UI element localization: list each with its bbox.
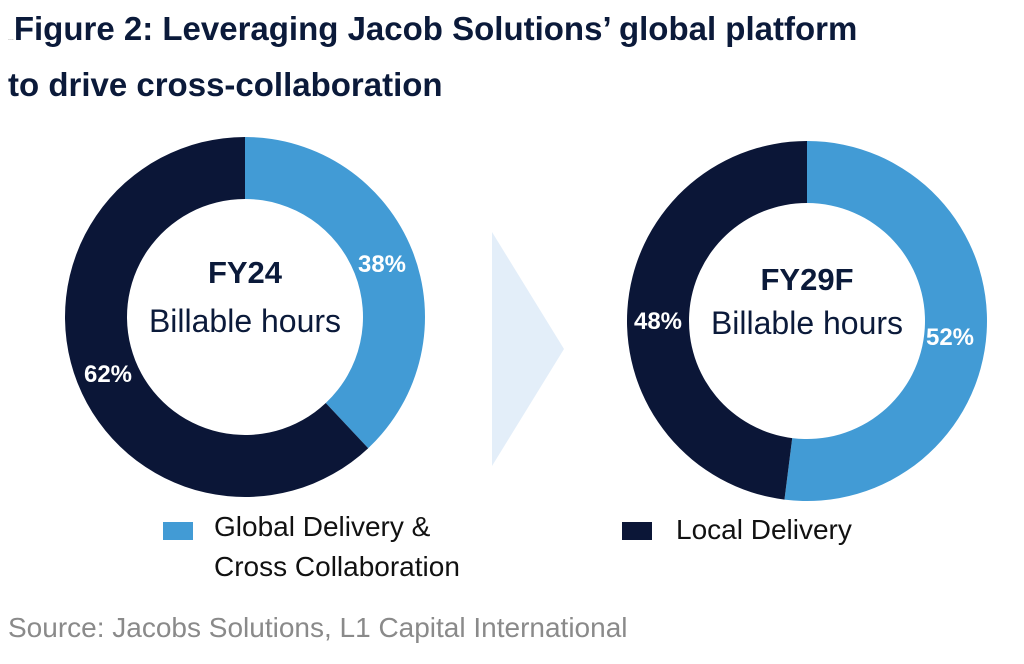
legend-label-global: Global Delivery & Cross Collaboration (214, 511, 460, 582)
data-label-local: 48% (634, 308, 682, 335)
donut-center-title: FY29F (760, 262, 853, 297)
title-line-2: to drive cross-collaboration (8, 66, 443, 103)
source-note: Source: Jacobs Solutions, L1 Capital Int… (8, 612, 628, 643)
donut-slices (626, 141, 987, 501)
donut-slices (64, 137, 425, 498)
donut-slice-local (626, 141, 807, 500)
legend-swatch-global (163, 522, 193, 540)
transition-arrow (492, 232, 564, 466)
donut-slice-local (64, 137, 369, 498)
donut-chart-fy24: FY24 Billable hours 38% 62% (64, 137, 425, 498)
legend-label-local: Local Delivery (676, 514, 852, 545)
donut-slice-global (245, 137, 425, 449)
donut-center-subtitle: Billable hours (711, 305, 903, 341)
donut-center-subtitle: Billable hours (149, 303, 341, 339)
data-label-global: 52% (926, 324, 974, 351)
title-marker: ... (8, 35, 14, 42)
donut-chart-fy29f: FY29F Billable hours 52% 48% (626, 141, 987, 501)
title-line-1: Figure 2: Leveraging Jacob Solutions’ gl… (13, 10, 858, 47)
data-label-local: 62% (84, 361, 132, 388)
arrow-shape (492, 232, 564, 466)
chart-title: ...Figure 2: Leveraging Jacob Solutions’… (8, 6, 1018, 108)
legend-swatch-local (622, 522, 652, 540)
donut-center-title: FY24 (208, 255, 283, 290)
data-label-global: 38% (358, 251, 406, 278)
donut-slice-global (784, 141, 987, 501)
